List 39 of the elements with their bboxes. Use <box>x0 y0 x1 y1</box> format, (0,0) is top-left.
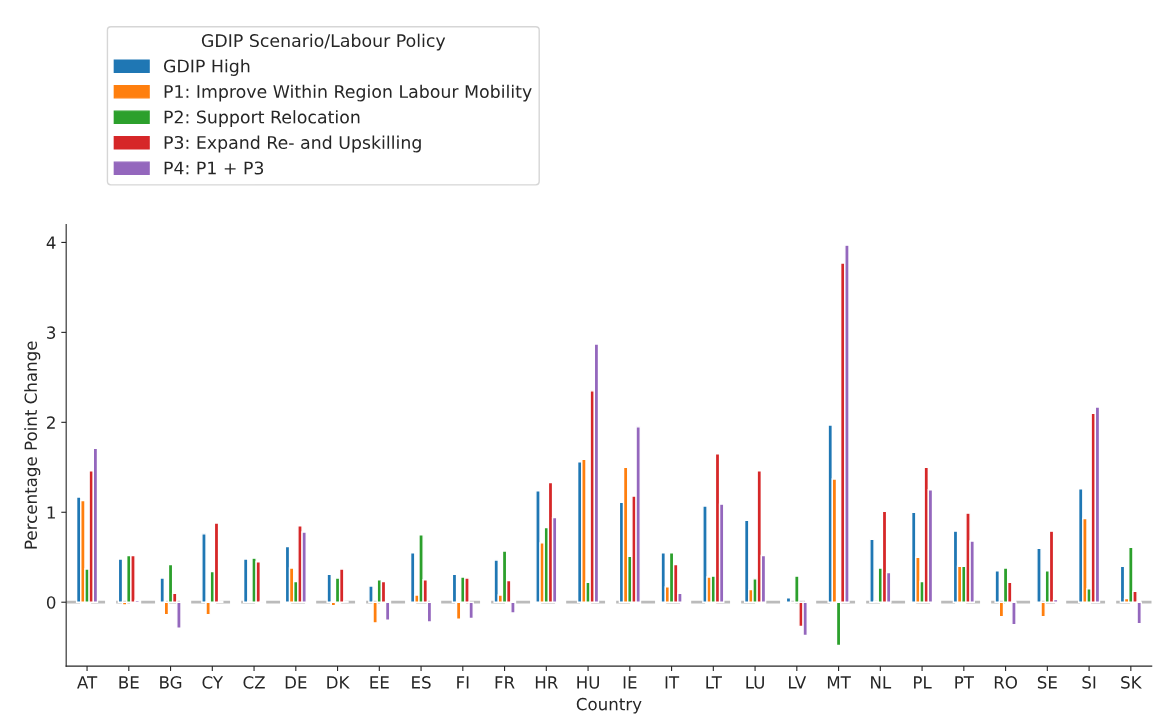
y-axis-title: Percentage Point Change <box>24 341 41 549</box>
x-axis-title: Country <box>576 697 642 714</box>
y-tick-label: 1 <box>47 506 55 519</box>
x-tick-label: ES <box>412 676 431 689</box>
x-tick-label: PL <box>914 676 932 689</box>
x-tick-label: CZ <box>243 676 265 689</box>
legend-label: P2: Support Relocation <box>164 110 360 127</box>
x-tick-label: HR <box>535 676 558 689</box>
x-tick-label: MT <box>827 676 851 689</box>
x-tick-label: FI <box>457 676 469 689</box>
x-tick-label: IT <box>665 676 680 689</box>
x-tick-label: CY <box>202 676 224 689</box>
x-tick-label: LU <box>746 676 764 689</box>
x-tick-label: FR <box>495 676 515 689</box>
x-tick-label: BG <box>160 676 182 689</box>
x-tick-label: IE <box>623 676 637 689</box>
y-tick-label: 4 <box>46 236 56 249</box>
x-tick-label: LV <box>789 676 807 689</box>
x-tick-label: EE <box>370 676 389 689</box>
x-tick-label: DE <box>285 676 307 689</box>
x-tick-label: HU <box>577 676 599 689</box>
x-tick-label: SK <box>1121 676 1142 689</box>
legend-label: P3: Expand Re- and Upskilling <box>164 135 421 153</box>
legend-label: GDIP High <box>163 59 250 76</box>
x-tick-label: LT <box>706 676 722 689</box>
legend-title: GDIP Scenario/Labour Policy <box>201 33 446 51</box>
x-tick-label: SI <box>1082 676 1096 689</box>
x-tick-label: SE <box>1037 676 1057 689</box>
x-tick-label: DK <box>327 676 350 689</box>
x-tick-label: RO <box>994 676 1017 689</box>
legend-label: P1: Improve Within Region Labour Mobility <box>164 84 532 102</box>
x-tick-label: AT <box>77 676 98 689</box>
y-tick-label: 2 <box>47 416 55 429</box>
legend-label: P4: P1 + P3 <box>164 161 264 175</box>
x-tick-label: PT <box>955 676 974 689</box>
x-tick-label: BE <box>119 676 139 689</box>
y-tick-label: 3 <box>47 326 56 339</box>
y-tick-label: 0 <box>46 596 56 609</box>
x-tick-label: NL <box>871 676 892 689</box>
